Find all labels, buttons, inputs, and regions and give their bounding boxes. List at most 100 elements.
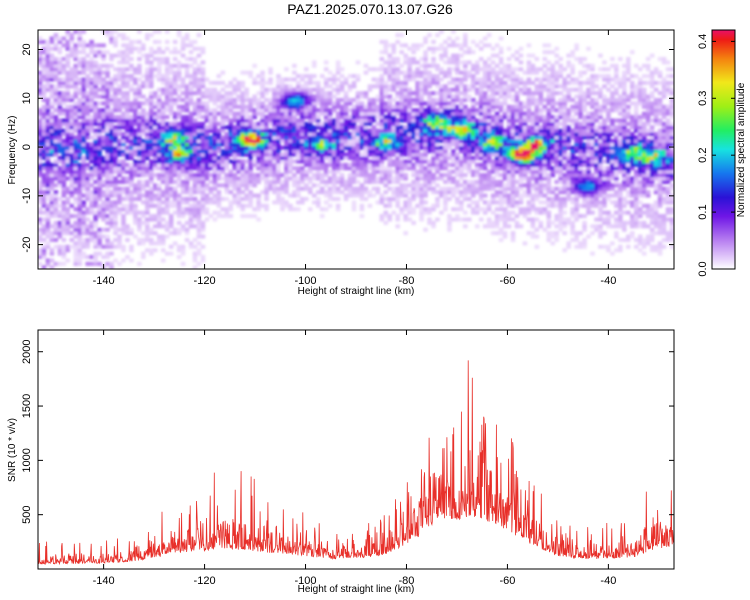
- heatmap-cell: [383, 46, 389, 51]
- heatmap-cell: [125, 227, 130, 232]
- heatmap-cell: [407, 217, 412, 222]
- heatmap-cell: [387, 132, 393, 137]
- heatmap-cell: [137, 186, 142, 191]
- heatmap-cell: [228, 190, 234, 195]
- heatmap-cell: [45, 152, 51, 157]
- heatmap-cell: [415, 145, 420, 150]
- heatmap-cell: [232, 159, 238, 164]
- heatmap-cell: [395, 169, 401, 174]
- heatmap-cell: [363, 156, 369, 161]
- heatmap-cell: [395, 70, 401, 75]
- heatmap-cell: [502, 149, 508, 154]
- heatmap-cell: [196, 186, 202, 191]
- heatmap-cell: [220, 183, 226, 188]
- heatmap-cell: [419, 156, 424, 161]
- heatmap-cell: [343, 111, 349, 116]
- heatmap-cell: [133, 152, 138, 157]
- heatmap-cell: [351, 125, 357, 130]
- heatmap-cell: [137, 210, 142, 215]
- heatmap-cell: [89, 128, 94, 133]
- heatmap-cell: [268, 101, 273, 106]
- heatmap-cell: [69, 125, 75, 130]
- heatmap-cell: [510, 197, 516, 202]
- heatmap-cell: [252, 179, 257, 184]
- heatmap-cell: [443, 138, 448, 143]
- heatmap-cell: [355, 97, 361, 102]
- heatmap-cell: [415, 190, 420, 195]
- heatmap-cell: [69, 176, 75, 181]
- heatmap-cell: [97, 207, 102, 212]
- heatmap-cell: [220, 162, 226, 167]
- heatmap-cell: [236, 183, 242, 188]
- heatmap-cell: [113, 67, 118, 72]
- heatmap-cell: [38, 74, 43, 79]
- heatmap-cell: [451, 169, 456, 174]
- heatmap-cell: [49, 135, 55, 140]
- heatmap-cell: [65, 30, 71, 34]
- heatmap-cell: [180, 162, 186, 167]
- heatmap-cell: [89, 159, 94, 164]
- heatmap-cell: [196, 84, 202, 89]
- heatmap-cell: [280, 183, 285, 188]
- heatmap-cell: [510, 237, 516, 242]
- heatmap-cell: [137, 121, 142, 126]
- heatmap-cell: [216, 193, 222, 198]
- heatmap-cell: [300, 166, 305, 171]
- heatmap-cell: [474, 179, 480, 184]
- heatmap-cell: [129, 207, 134, 212]
- heatmap-cell: [208, 186, 214, 191]
- heatmap-cell: [57, 104, 63, 109]
- heatmap-cell: [101, 159, 106, 164]
- heatmap-cell: [200, 200, 206, 205]
- heatmap-cell: [411, 125, 416, 130]
- heatmap-cell: [478, 67, 484, 72]
- heatmap-cell: [490, 183, 496, 188]
- heatmap-cell: [85, 101, 90, 106]
- heatmap-cell: [145, 36, 150, 41]
- heatmap-cell: [439, 162, 444, 167]
- heatmap-cell: [57, 251, 63, 256]
- heatmap-cell: [57, 176, 63, 181]
- heatmap-cell: [494, 159, 500, 164]
- heatmap-cell: [272, 142, 277, 147]
- heatmap-cell: [304, 145, 309, 150]
- heatmap-cell: [331, 77, 337, 82]
- heatmap-cell: [156, 132, 162, 137]
- heatmap-cell: [180, 135, 186, 140]
- heatmap-cell: [463, 91, 468, 96]
- heatmap-cell: [149, 104, 154, 109]
- heatmap-cell: [200, 108, 206, 113]
- heatmap-cell: [514, 97, 520, 102]
- heatmap-cell: [49, 258, 55, 263]
- heatmap-cell: [494, 84, 500, 89]
- heatmap-cell: [81, 176, 87, 181]
- heatmap-cell: [459, 156, 464, 161]
- heatmap-cell: [252, 142, 257, 147]
- heatmap-cell: [97, 159, 102, 164]
- heatmap-cell: [97, 142, 102, 147]
- heatmap-cell: [168, 200, 174, 205]
- heatmap-cell: [49, 145, 55, 150]
- heatmap-cell: [228, 118, 234, 123]
- heatmap-cell: [311, 166, 317, 171]
- heatmap-cell: [470, 115, 476, 120]
- heatmap-cell: [176, 30, 182, 34]
- heatmap-cell: [455, 217, 460, 222]
- heatmap-cell: [351, 207, 357, 212]
- heatmap-cell: [383, 214, 389, 219]
- heatmap-cell: [379, 57, 385, 62]
- heatmap-cell: [65, 169, 71, 174]
- heatmap-cell: [57, 128, 63, 133]
- heatmap-cell: [38, 91, 43, 96]
- heatmap-cell: [168, 162, 174, 167]
- heatmap-cell: [77, 190, 83, 195]
- heatmap-cell: [514, 138, 520, 143]
- heatmap-cell: [248, 173, 253, 178]
- heatmap-cell: [176, 94, 182, 99]
- heatmap-cell: [152, 193, 158, 198]
- heatmap-cell: [387, 173, 393, 178]
- heatmap-cell: [447, 70, 452, 75]
- heatmap-cell: [339, 84, 345, 89]
- heatmap-cell: [188, 97, 194, 102]
- heatmap-cell: [304, 80, 309, 85]
